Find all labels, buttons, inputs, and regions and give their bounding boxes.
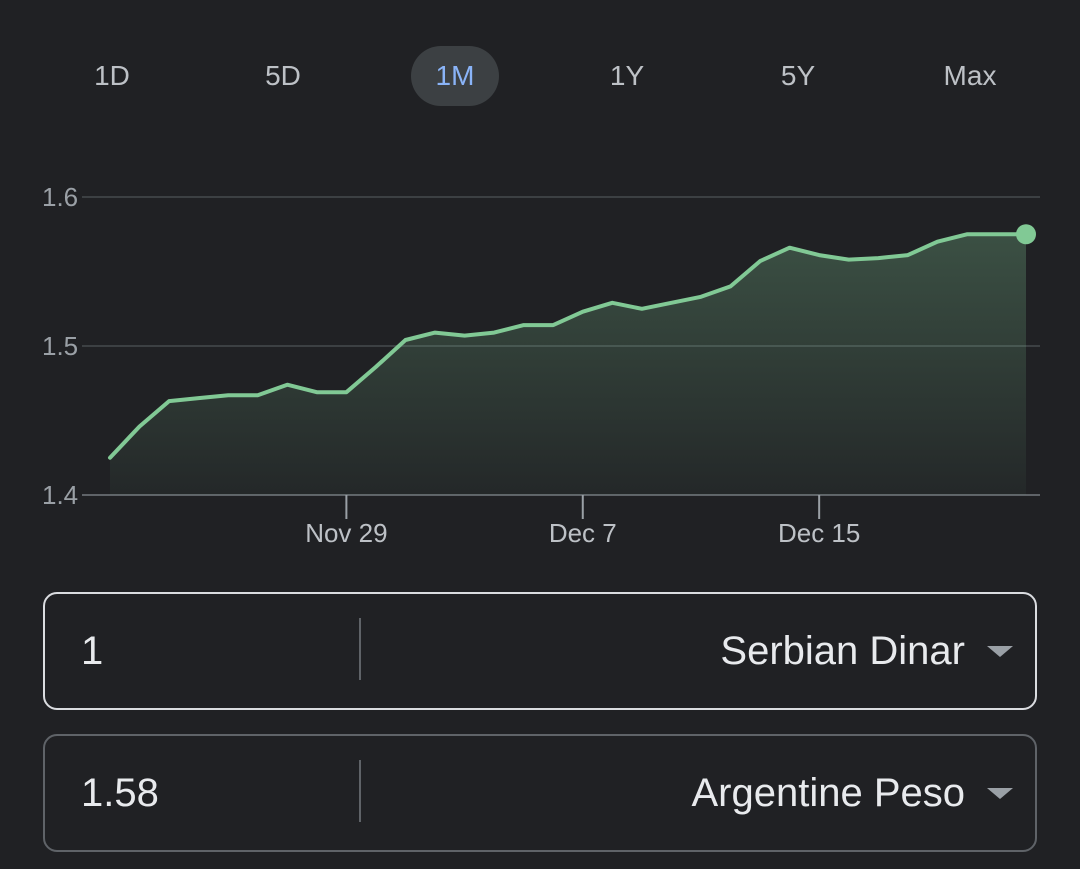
tab-1d[interactable]: 1D [94,60,130,91]
from-currency-label: Serbian Dinar [720,628,965,673]
series-line [108,232,1028,460]
exchange-rate-chart[interactable]: 1.4 1.5 1.6 Nov 29 Dec 7 Dec 15 [0,0,1080,560]
x-axis-tick-label: Dec 15 [778,518,860,548]
x-axis-tick-label: Dec 7 [549,518,617,548]
chart-area-fill [110,234,1026,496]
y-axis-tick-label: 1.6 [42,182,78,212]
divider [359,760,361,822]
tab-max[interactable]: Max [943,60,997,91]
dropdown-arrow-icon [987,787,1013,799]
latest-value-dot [1016,224,1036,245]
divider [359,618,361,680]
x-axis-tick-label: Nov 29 [305,518,387,548]
from-currency-select[interactable]: Serbian Dinar [720,594,1013,708]
from-amount-input[interactable] [81,594,351,708]
y-axis-tick-label: 1.5 [42,331,78,361]
tab-1m[interactable]: 1M [411,46,499,106]
to-currency-select[interactable]: Argentine Peso [691,736,1013,850]
tab-5y[interactable]: 5Y [780,60,816,91]
tab-1y[interactable]: 1Y [609,60,645,91]
from-currency-row: Serbian Dinar [43,592,1037,710]
dropdown-arrow-icon [987,645,1013,657]
tab-5d[interactable]: 5D [265,60,301,91]
to-amount-input[interactable] [81,736,351,850]
y-axis-tick-label: 1.4 [42,480,78,510]
to-currency-row: Argentine Peso [43,734,1037,852]
to-currency-label: Argentine Peso [691,770,965,815]
